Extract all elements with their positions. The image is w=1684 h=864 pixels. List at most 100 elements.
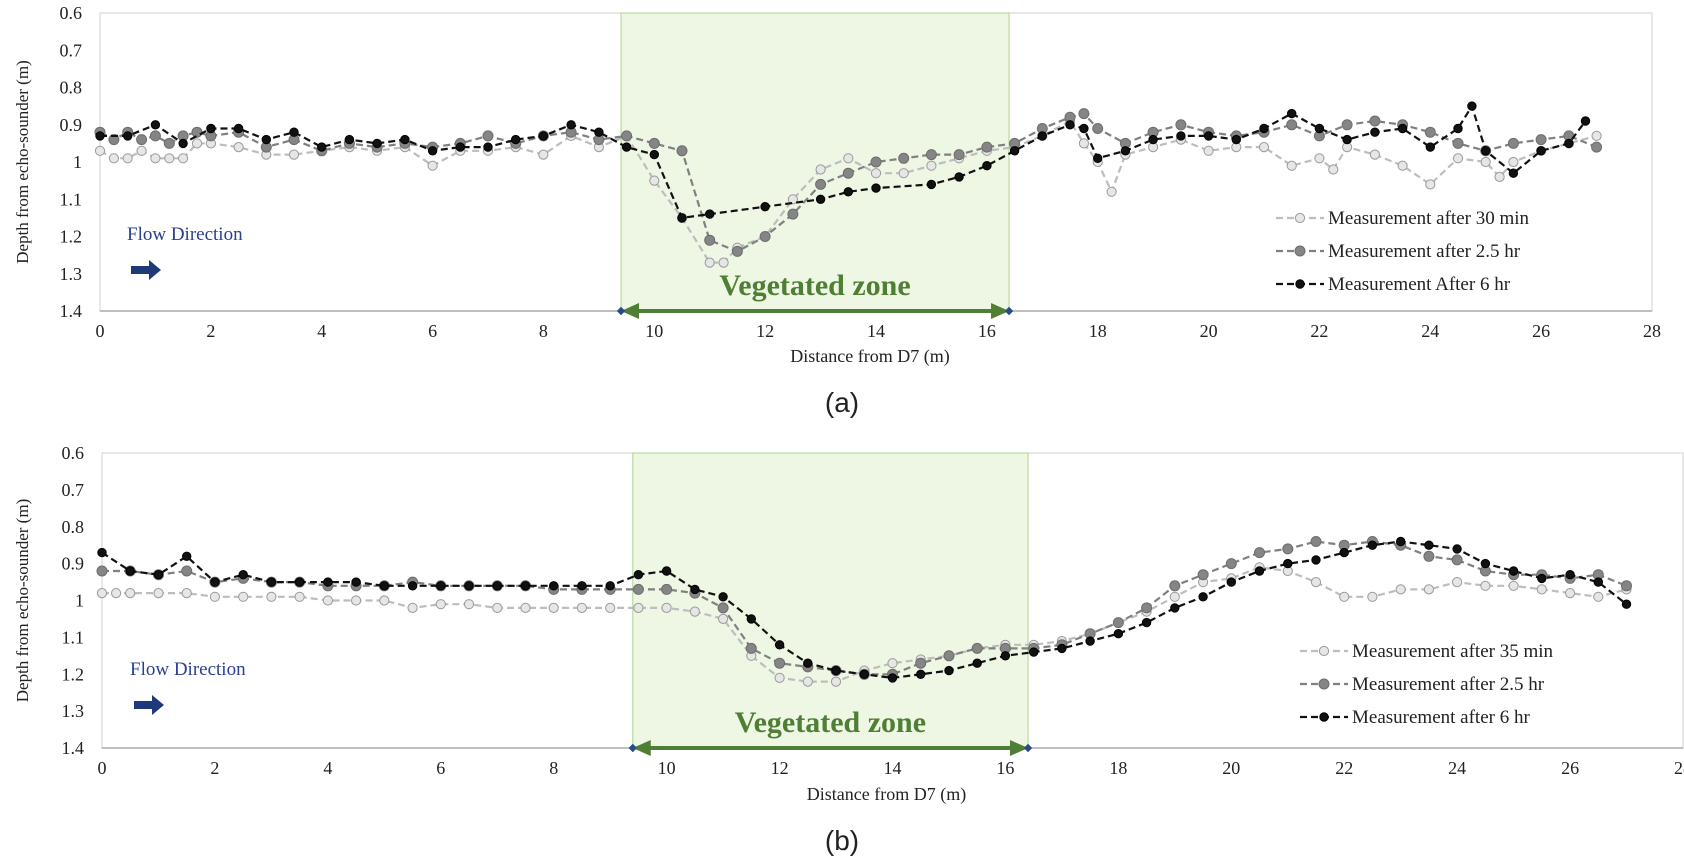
data-point — [379, 595, 390, 606]
data-point — [842, 167, 854, 179]
data-point — [136, 145, 147, 156]
y-tick-label: 0.8 — [60, 78, 83, 98]
data-point — [1480, 156, 1491, 168]
data-point — [1342, 134, 1352, 145]
x-tick-label: 6 — [436, 758, 445, 778]
y-axis-title: Depth from echo-sounder (m) — [13, 499, 32, 702]
data-point — [1339, 591, 1350, 602]
data-point — [704, 257, 715, 268]
data-point — [178, 153, 189, 164]
data-point — [351, 595, 362, 606]
data-point — [511, 134, 521, 145]
data-point — [206, 123, 216, 134]
data-point — [916, 669, 926, 679]
data-point — [1424, 540, 1434, 550]
data-point — [1287, 108, 1297, 119]
data-point — [633, 602, 644, 614]
data-point — [136, 134, 148, 146]
legend-swatch-marker — [1318, 678, 1330, 690]
legend-swatch-marker — [1319, 712, 1329, 722]
data-point — [549, 581, 559, 591]
data-point — [463, 599, 475, 610]
data-point — [1106, 186, 1117, 197]
data-point — [718, 613, 729, 625]
data-point — [1198, 592, 1208, 602]
data-point — [1339, 547, 1349, 558]
y-tick-label: 0.8 — [62, 517, 85, 537]
x-tick-label: 12 — [771, 758, 789, 778]
data-point — [95, 131, 105, 141]
data-point — [870, 168, 882, 179]
x-axis-title: Distance from D7 (m) — [807, 784, 966, 805]
y-tick-label: 1 — [75, 591, 84, 611]
data-point — [1425, 179, 1436, 190]
data-point — [1169, 580, 1181, 592]
flow-direction-arrow-icon — [131, 260, 161, 280]
data-point — [1258, 142, 1270, 153]
data-point — [153, 588, 164, 599]
data-point — [294, 591, 305, 602]
series-line — [99, 119, 1597, 264]
data-point — [149, 130, 161, 142]
data-point — [492, 602, 503, 614]
data-point — [689, 606, 701, 617]
legend-swatch-marker — [1294, 245, 1306, 257]
x-tick-label: 20 — [1222, 758, 1240, 778]
chart-panel-a: 0.60.70.80.911.11.21.31.40 2 4 6 8 10 12 14 16 18… — [13, 3, 1661, 418]
data-point — [898, 152, 910, 164]
data-point — [435, 599, 446, 610]
data-point — [1093, 153, 1103, 164]
vegetated-zone-label: Vegetated zone — [719, 269, 910, 302]
y-tick-label: 1.2 — [60, 227, 83, 247]
data-point — [1113, 629, 1124, 639]
data-point — [1397, 123, 1408, 134]
panel-caption: (a) — [825, 387, 859, 418]
data-point — [150, 120, 161, 130]
data-point — [1508, 566, 1519, 576]
data-point — [632, 583, 644, 595]
vegetated-zone-marker-left — [628, 743, 638, 753]
data-point — [1453, 123, 1463, 134]
data-point — [125, 588, 136, 599]
data-point — [483, 142, 493, 152]
data-point — [548, 602, 559, 614]
data-point — [1564, 138, 1574, 149]
data-point — [1508, 580, 1519, 591]
data-point — [266, 577, 277, 587]
data-point — [1120, 146, 1131, 156]
data-point — [594, 127, 604, 137]
data-point — [815, 164, 826, 175]
data-point — [871, 183, 881, 193]
data-point — [760, 202, 770, 212]
data-point — [925, 149, 937, 161]
data-point — [1480, 558, 1491, 569]
data-point — [887, 673, 898, 683]
data-point — [1397, 160, 1408, 171]
x-tick-label: 14 — [884, 758, 902, 778]
data-point — [181, 588, 192, 599]
data-point — [803, 658, 813, 668]
data-point — [1065, 120, 1075, 130]
data-point — [482, 130, 494, 142]
data-point — [1225, 558, 1237, 570]
x-tick-label: 18 — [1089, 321, 1107, 341]
data-point — [577, 581, 587, 591]
data-point — [1085, 636, 1095, 646]
y-tick-label: 1.3 — [62, 701, 85, 721]
data-point — [111, 588, 122, 599]
vegetated-zone-arrow-left — [621, 303, 640, 319]
data-point — [1508, 168, 1519, 178]
data-point — [1000, 651, 1011, 661]
x-tick-label: 2 — [210, 758, 219, 778]
data-point — [830, 676, 842, 687]
data-point — [843, 153, 854, 164]
data-point — [407, 581, 418, 591]
data-point — [520, 581, 531, 591]
data-point — [238, 591, 249, 602]
vegetated-zone-label: Vegetated zone — [735, 706, 926, 739]
data-point — [718, 257, 729, 268]
x-tick-label: 26 — [1532, 321, 1550, 341]
data-point — [407, 602, 418, 614]
data-point — [943, 650, 955, 662]
